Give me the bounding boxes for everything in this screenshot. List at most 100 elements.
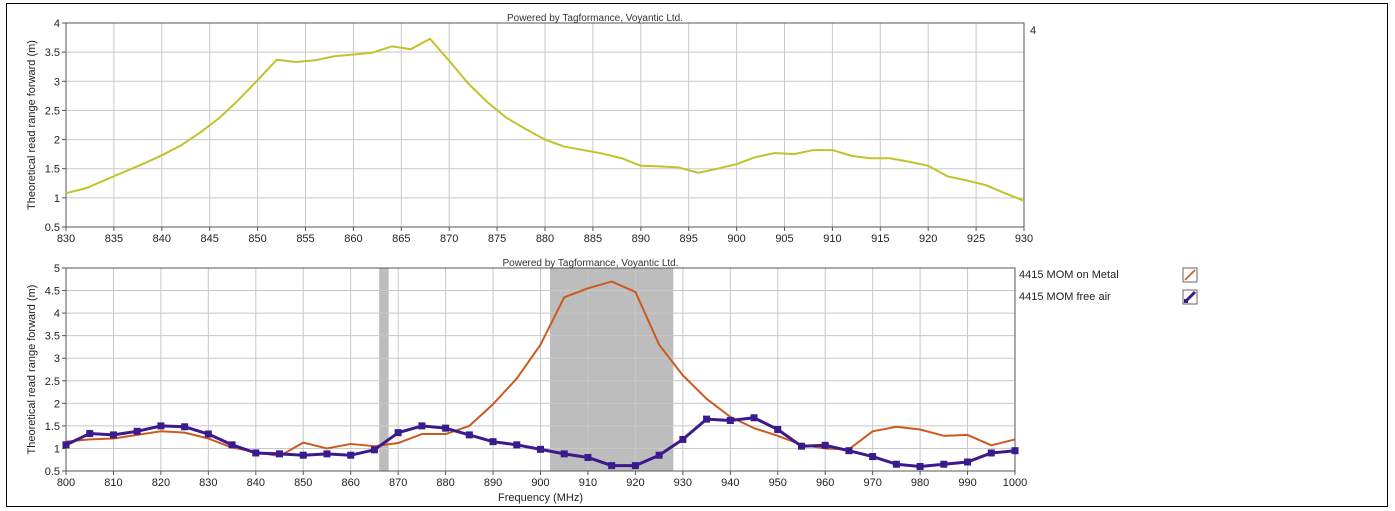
x-tick-label: 950 — [769, 477, 787, 489]
x-tick-label: 915 — [871, 233, 889, 245]
x-tick-label: 830 — [199, 477, 217, 489]
y-tick-label: 3 — [54, 76, 60, 88]
y-tick-label: 0.5 — [45, 222, 60, 234]
x-tick-label: 1000 — [1003, 477, 1027, 489]
y-tick-label: 1.5 — [45, 164, 60, 176]
data-point — [655, 451, 663, 459]
x-tick-label: 930 — [1015, 233, 1033, 245]
x-tick-label: 920 — [919, 233, 937, 245]
data-point — [821, 441, 829, 449]
x-tick-label: 820 — [152, 477, 170, 489]
data-point — [86, 430, 94, 438]
x-tick-label: 850 — [248, 233, 266, 245]
legend-label: 4415 MOM free air — [1019, 291, 1111, 303]
shaded-band — [549, 268, 674, 471]
x-tick-label: 840 — [247, 477, 265, 489]
x-tick-label: 980 — [911, 477, 929, 489]
y-axis-label: Theoretical read range forward (m) — [26, 40, 38, 210]
data-point — [679, 435, 687, 443]
chart-credit: Powered by Tagformance, Voyantic Ltd. — [502, 258, 678, 269]
plot-area — [65, 22, 1025, 228]
x-tick-label: 910 — [823, 233, 841, 245]
x-tick-label: 930 — [674, 477, 692, 489]
chart-window: 830 835 840 845 850 855 860 865 870 875 880 885 890 8… — [6, 3, 1388, 507]
series-line — [65, 37, 1025, 202]
y-tick-label: 2.5 — [45, 105, 60, 117]
x-tick-label: 850 — [294, 477, 312, 489]
data-point — [204, 430, 212, 438]
x-tick-label: 890 — [484, 477, 502, 489]
data-point — [252, 449, 260, 457]
data-point — [513, 441, 521, 449]
x-tick-label: 885 — [584, 233, 602, 245]
data-point — [631, 462, 639, 470]
data-point — [892, 460, 900, 468]
data-point — [560, 450, 568, 458]
data-point — [157, 422, 165, 430]
data-point — [869, 453, 877, 461]
plot-area — [65, 267, 1016, 472]
x-tick-label: 940 — [721, 477, 739, 489]
x-tick-label: 855 — [296, 233, 314, 245]
x-tick-label: 880 — [436, 477, 454, 489]
data-point — [109, 431, 117, 439]
x-tick-label: 800 — [57, 477, 75, 489]
x-tick-label: 865 — [392, 233, 410, 245]
y-tick-label: 3 — [54, 353, 60, 365]
x-tick-label: 910 — [579, 477, 597, 489]
data-point — [394, 429, 402, 437]
x-tick-label: 960 — [816, 477, 834, 489]
x-axis-label: Frequency (MHz) — [498, 492, 583, 504]
y-tick-label: 1 — [54, 443, 60, 455]
y-tick-label: 3.5 — [45, 47, 60, 59]
x-tick-label: 870 — [440, 233, 458, 245]
y-tick-label: 3.5 — [45, 331, 60, 343]
x-tick-label: 845 — [201, 233, 219, 245]
x-tick-label: 925 — [967, 233, 985, 245]
chart-credit: Powered by Tagformance, Voyantic Ltd. — [507, 13, 683, 24]
x-tick-label: 990 — [958, 477, 976, 489]
x-tick-label: 810 — [104, 477, 122, 489]
x-tick-label: 900 — [531, 477, 549, 489]
legend-swatch-marker — [1184, 299, 1188, 303]
data-point — [797, 442, 805, 450]
data-point — [370, 446, 378, 454]
data-point — [940, 460, 948, 468]
x-tick-label: 835 — [105, 233, 123, 245]
x-tick-label: 860 — [344, 233, 362, 245]
x-tick-label: 900 — [727, 233, 745, 245]
x-tick-label: 905 — [775, 233, 793, 245]
y-tick-label: 5 — [54, 263, 60, 275]
y-tick-label: 4 — [54, 18, 60, 30]
shaded-band — [379, 268, 389, 471]
x-tick-label: 895 — [680, 233, 698, 245]
data-point — [1011, 447, 1019, 455]
bottom-chart: 800 810 820 830 840 850 860 870 880 890 900 910 920 9… — [26, 258, 1027, 504]
x-tick-label: 840 — [153, 233, 171, 245]
data-point — [987, 449, 995, 457]
chart-canvas: 830 835 840 845 850 855 860 865 870 875 880 885 890 8… — [26, 13, 1198, 504]
y-tick-label: 0.5 — [45, 466, 60, 478]
data-point — [750, 414, 758, 422]
data-point — [489, 438, 497, 446]
legend: 4415 MOM on Metal 4415 MOM free air — [1019, 267, 1198, 305]
data-point — [845, 447, 853, 455]
series-line — [65, 280, 1016, 458]
data-point — [323, 450, 331, 458]
top-chart: 830 835 840 845 850 855 860 865 870 875 880 885 890 8… — [26, 13, 1036, 245]
data-point — [584, 453, 592, 461]
x-tick-label: 870 — [389, 477, 407, 489]
data-point — [347, 451, 355, 459]
legend-swatch-line — [1184, 269, 1196, 281]
data-point — [608, 462, 616, 470]
y-tick-label: 2 — [54, 398, 60, 410]
data-point — [916, 462, 924, 470]
data-point — [537, 445, 544, 453]
data-point — [774, 425, 782, 433]
y-tick-label: 4.5 — [45, 286, 60, 298]
data-point — [133, 427, 141, 435]
x-tick-label: 970 — [863, 477, 881, 489]
data-point — [181, 423, 189, 431]
data-point — [62, 441, 70, 449]
y-axis-label: Theoretical read range forward (m) — [26, 285, 38, 455]
